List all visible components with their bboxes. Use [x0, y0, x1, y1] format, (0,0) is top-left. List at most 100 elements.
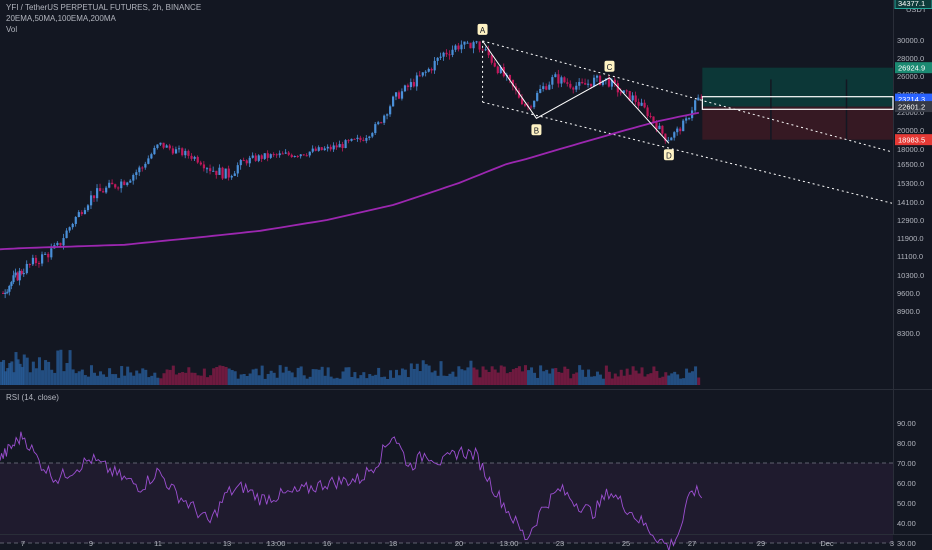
time-tick-label: 13 [223, 539, 231, 548]
volume-bar [502, 366, 506, 385]
volume-bar [628, 374, 632, 385]
candle-body [508, 74, 512, 80]
volume-bar [499, 365, 503, 385]
candle-body [141, 167, 144, 169]
volume-bar [667, 375, 671, 385]
volume-bar [254, 368, 258, 385]
volume-bar [640, 367, 644, 385]
profit-zone[interactable] [702, 67, 893, 107]
time-tick-label: 23 [556, 539, 564, 548]
volume-bar [536, 377, 540, 385]
candle-body [28, 263, 31, 265]
candle-body [4, 292, 7, 294]
volume-bar [590, 376, 594, 385]
price-tick-label: 15300.0 [897, 179, 924, 188]
candle-body [490, 55, 493, 63]
channel-lower-line[interactable] [482, 101, 893, 204]
volume-bar [156, 377, 160, 385]
candle-body [347, 140, 350, 142]
candle-body [569, 83, 572, 88]
candle-body [649, 116, 652, 118]
volume-bar [685, 368, 689, 385]
price-tick-label: 14100.0 [897, 198, 924, 207]
candle-body [199, 162, 202, 165]
candle-body [499, 67, 502, 74]
rsi-line[interactable] [0, 431, 703, 550]
volume-bar [105, 376, 109, 385]
volume-bar [272, 372, 276, 385]
volume-bar [99, 371, 103, 385]
volume-bar [299, 366, 303, 385]
volume-bar [619, 369, 623, 385]
point-marker-b[interactable] [531, 124, 542, 136]
candle-body [215, 170, 218, 175]
point-marker-a[interactable] [477, 23, 488, 35]
candle-body [221, 167, 224, 179]
volume-bar [572, 373, 576, 385]
volume-bar [539, 365, 543, 385]
candle-body [344, 140, 347, 149]
price-badge-text-current: 23214.3 [898, 95, 925, 104]
candle-body [475, 41, 478, 43]
volume-bar [260, 365, 264, 385]
volume-bar [601, 378, 605, 385]
volume-bar [587, 369, 591, 385]
volume-bar [622, 375, 626, 385]
loss-zone[interactable] [702, 106, 893, 140]
point-label-b: B [534, 126, 539, 135]
volume-bar [141, 368, 145, 385]
candle-body [430, 68, 433, 71]
candle-body [296, 156, 299, 158]
volume-bar [610, 378, 614, 385]
volume-bar [281, 372, 285, 385]
candle-body [120, 181, 123, 189]
abcd-pattern-line[interactable] [482, 40, 670, 144]
time-tick-label: 13:00 [267, 539, 286, 548]
candle-body [523, 104, 527, 106]
volume-bar [584, 376, 588, 385]
volume-bar [436, 375, 440, 385]
candle-body [305, 155, 308, 157]
candle-body [673, 132, 676, 138]
candle-body [548, 84, 551, 90]
volume-bar [14, 352, 18, 385]
volume-bar [34, 368, 38, 385]
candle-body [96, 188, 99, 199]
candle-body [661, 125, 664, 134]
volume-bar [150, 375, 154, 385]
volume-bar [263, 378, 267, 385]
volume-bar [187, 367, 191, 385]
volume-bar [165, 369, 169, 385]
volume-bar [433, 370, 437, 385]
volume-bar [563, 366, 567, 385]
candle-body [132, 174, 135, 181]
point-marker-d[interactable] [663, 149, 674, 161]
volume-bar [463, 370, 467, 385]
candle-body [374, 124, 377, 134]
candle-body [563, 77, 566, 83]
volume-bar [397, 375, 401, 385]
channel-upper-line[interactable] [482, 40, 893, 153]
candle-body [634, 95, 637, 102]
candle-body [587, 83, 590, 85]
candle-body [448, 54, 451, 56]
candle-body [463, 41, 466, 45]
volume-bar [2, 360, 6, 385]
volume-bar [527, 370, 531, 385]
candle-body [37, 263, 41, 265]
candle-body [99, 188, 102, 192]
volume-bar [484, 369, 488, 385]
candle-body [436, 57, 439, 61]
candle-body [311, 148, 314, 152]
candle-body [557, 74, 560, 84]
candle-body [457, 45, 460, 50]
candle-body [187, 150, 190, 156]
ma200-line[interactable] [0, 111, 700, 251]
volume-bar [230, 370, 234, 385]
candle-body [31, 257, 35, 265]
candle-body [590, 83, 593, 87]
point-marker-c[interactable] [604, 60, 615, 72]
entry-box[interactable] [701, 96, 894, 110]
volume-bar [202, 368, 206, 385]
